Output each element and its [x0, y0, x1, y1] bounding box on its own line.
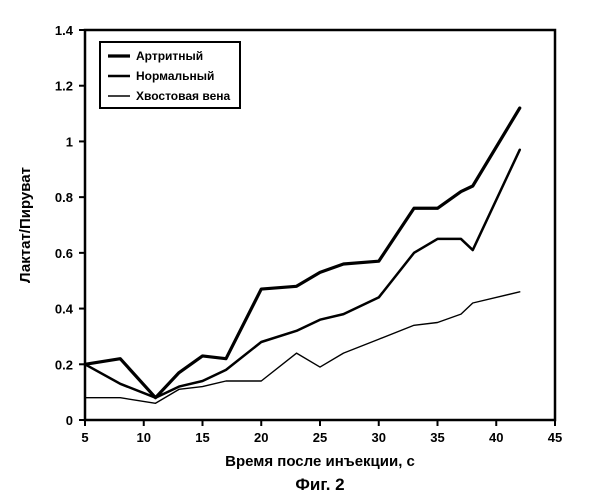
x-tick-label: 5 [81, 430, 88, 445]
legend-label: Хвостовая вена [136, 89, 230, 103]
x-axis-label: Время после инъекции, с [225, 453, 415, 470]
y-tick-label: 0.6 [55, 246, 73, 261]
y-tick-label: 0.4 [55, 302, 74, 317]
series-line [85, 292, 520, 403]
x-tick-label: 20 [254, 430, 268, 445]
y-tick-label: 1.2 [55, 79, 73, 94]
x-tick-label: 45 [548, 430, 562, 445]
x-tick-label: 10 [137, 430, 151, 445]
y-tick-label: 0 [66, 413, 73, 428]
x-tick-label: 25 [313, 430, 327, 445]
series-line [85, 150, 520, 398]
x-tick-label: 40 [489, 430, 503, 445]
x-tick-label: 30 [372, 430, 386, 445]
y-tick-label: 1.4 [55, 23, 74, 38]
y-tick-label: 0.8 [55, 190, 73, 205]
y-tick-label: 0.2 [55, 357, 73, 372]
series-line [85, 108, 520, 398]
y-axis-label: Лактат/Пируват [17, 167, 34, 283]
line-chart: 5 10 15 20 25 30 35 40 45 0 0.2 0.4 0.6 0.8 1 1.2 1.4 Вре… [0, 0, 591, 500]
legend-label: Артритный [136, 49, 203, 63]
legend-label: Нормальный [136, 69, 214, 83]
figure-caption: Фиг. 2 [295, 475, 344, 494]
chart-container: 5 10 15 20 25 30 35 40 45 0 0.2 0.4 0.6 0.8 1 1.2 1.4 Вре… [0, 0, 591, 500]
x-tick-label: 35 [430, 430, 444, 445]
y-tick-label: 1 [66, 134, 73, 149]
x-tick-label: 15 [195, 430, 209, 445]
